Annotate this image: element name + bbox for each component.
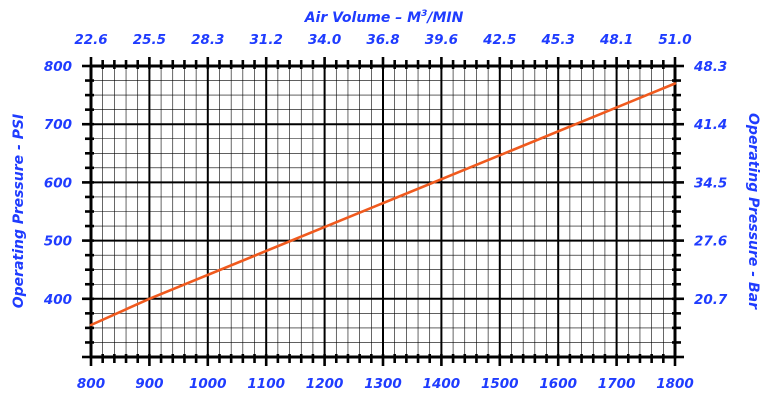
right-tick-label: 27.6	[694, 234, 727, 250]
bottom-tick-label: 1600	[539, 376, 577, 392]
right-tick-label: 20.7	[694, 292, 728, 308]
top-axis-title-tail: /MIN	[425, 10, 463, 26]
left-tick-label: 400	[43, 292, 72, 308]
right-tick-label: 41.4	[693, 117, 727, 133]
top-tick-label: 48.1	[599, 32, 633, 48]
top-tick-label: 25.5	[133, 32, 166, 48]
top-tick-label: 28.3	[191, 32, 224, 48]
bottom-tick-label: 1300	[364, 376, 402, 392]
bottom-tick-label: 900	[135, 376, 163, 392]
top-tick-label: 34.0	[308, 32, 341, 48]
edge-ticks	[82, 57, 684, 366]
left-tick-label: 500	[44, 234, 72, 250]
top-tick-label: 42.5	[482, 32, 516, 48]
bottom-tick-label: 800	[77, 376, 105, 392]
top-axis-title: Air Volume – M3/MIN	[304, 9, 464, 26]
right-tick-label: 48.3	[693, 59, 727, 75]
bottom-tick-label: 1700	[598, 376, 636, 392]
series-line-0	[89, 82, 677, 327]
top-tick-label: 31.2	[250, 32, 283, 48]
top-tick-label: 36.8	[366, 32, 399, 48]
top-tick-label: 45.3	[541, 32, 575, 48]
left-tick-label: 700	[44, 117, 72, 133]
left-tick-label: 800	[44, 59, 72, 75]
left-tick-label: 600	[44, 175, 72, 191]
top-axis-title-sup: 3	[421, 9, 427, 19]
bottom-tick-label: 1200	[306, 376, 344, 392]
bottom-tick-label: 1000	[189, 376, 227, 392]
bottom-tick-label: 1100	[247, 376, 285, 392]
right-axis-title: Operating Pressure - Bar	[745, 113, 761, 310]
top-tick-label: 22.6	[74, 32, 107, 48]
top-tick-label: 51.0	[658, 32, 691, 48]
series-layer	[89, 82, 677, 327]
top-axis-title-base: Air Volume – M	[304, 10, 421, 26]
bottom-tick-label: 1400	[423, 376, 461, 392]
bottom-tick-label: 1500	[481, 376, 519, 392]
left-axis-title: Operating Pressure - PSI	[11, 114, 27, 309]
top-tick-label: 39.6	[425, 32, 458, 48]
bottom-tick-label: 1800	[656, 376, 694, 392]
right-tick-label: 34.5	[694, 175, 727, 191]
tick-labels: 800 900 1000 1100 1200 1300 1400 1500 1600 1700 18…	[43, 32, 728, 392]
